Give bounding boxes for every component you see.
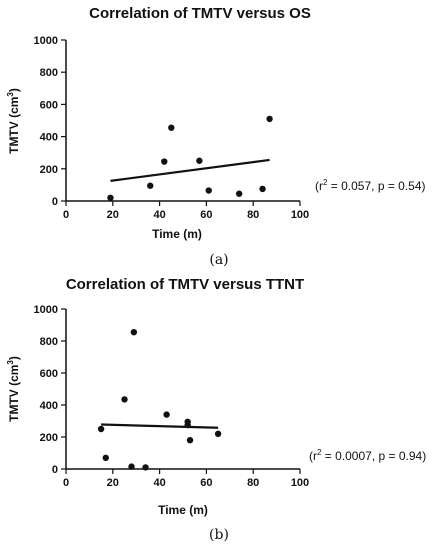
chart-b-data-point <box>186 437 194 444</box>
chart-b-data-point <box>163 411 170 418</box>
chart-b-x-tick-label: 40 <box>153 477 165 489</box>
chart-a-y-tick-label: 200 <box>40 164 58 176</box>
chart-a-fit-line <box>110 158 270 182</box>
chart-a-x-tick-label: 20 <box>107 209 119 221</box>
chart-a-data-point <box>205 187 212 194</box>
chart-b-y-tick-label: 400 <box>40 400 58 412</box>
chart-a-data-point <box>107 194 114 201</box>
chart-a-panel-label: (a) <box>209 252 228 268</box>
chart-a-data-point <box>161 158 168 165</box>
chart-a-y-tick-label: 0 <box>52 196 58 208</box>
chart-b-x-tick-label: 0 <box>63 477 69 489</box>
chart-b-data-point <box>128 463 135 470</box>
chart-b-x-tick-label: 80 <box>247 477 259 489</box>
chart-a-data-point <box>235 190 243 197</box>
chart-a-regression-line <box>110 158 270 182</box>
chart-a-x-tick-label: 80 <box>247 209 259 221</box>
chart-b-y-tick-label: 800 <box>40 336 58 348</box>
chart-a-y-tick-label: 1000 <box>34 35 58 47</box>
chart-b-x-tick-label: 20 <box>107 477 119 489</box>
chart-a-x-tick-label: 60 <box>200 209 212 221</box>
chart-a-data-point <box>259 185 266 193</box>
chart-a-data-point <box>196 157 203 164</box>
chart-b-panel-label: (b) <box>209 527 229 543</box>
chart-a-y-tick-label: 400 <box>40 132 58 144</box>
chart-b-x-tick-label: 60 <box>200 477 212 489</box>
chart-b: Correlation of TMTV versus TTNT 0 20 40 60 8… <box>6 276 426 543</box>
chart-a-x-tick-label: 0 <box>63 209 69 221</box>
chart-a: Correlation of TMTV versus OS 0 20 40 60 80 1… <box>6 5 426 268</box>
chart-b-y-axis-label: TMTV (cm3) <box>6 356 21 422</box>
chart-a-points <box>107 115 273 201</box>
chart-b-data-point <box>97 425 105 433</box>
chart-b-data-point <box>142 464 149 471</box>
chart-a-y-tick-label: 600 <box>40 99 58 111</box>
chart-a-data-point <box>147 182 154 189</box>
chart-b-axes <box>65 309 300 470</box>
chart-a-y-axis-label: TMTV (cm3) <box>6 88 21 154</box>
chart-b-regression-line <box>101 423 219 429</box>
chart-b-data-point <box>184 421 191 429</box>
chart-b-data-point <box>102 454 109 461</box>
chart-b-data-point <box>121 396 128 403</box>
chart-a-stat-annotation: (r2 = 0.057, p = 0.54) <box>315 178 426 193</box>
chart-b-fit-line <box>101 423 219 429</box>
chart-a-axes <box>65 40 300 202</box>
chart-b-y-tick-label: 1000 <box>34 304 58 316</box>
chart-b-x-axis-label: Time (m) <box>158 503 208 517</box>
chart-b-points <box>97 329 222 471</box>
chart-b-x-tick-label: 100 <box>291 477 309 489</box>
chart-a-x-tick-label: 40 <box>153 209 165 221</box>
chart-a-y-tick-label: 800 <box>40 67 58 79</box>
chart-b-stat-annotation: (r2 = 0.0007, p = 0.94) <box>309 448 426 463</box>
chart-b-data-point <box>214 430 222 437</box>
chart-b-y-tick-label: 0 <box>52 464 58 476</box>
chart-b-title: Correlation of TMTV versus TTNT <box>66 276 304 293</box>
chart-b-y-tick-label: 600 <box>40 368 58 380</box>
chart-a-x-axis-label: Time (m) <box>152 227 202 241</box>
chart-a-data-point <box>266 115 273 123</box>
chart-a-data-point <box>168 124 175 131</box>
chart-a-title: Correlation of TMTV versus OS <box>89 5 311 22</box>
chart-a-x-tick-label: 100 <box>291 209 309 221</box>
chart-b-y-tick-label: 200 <box>40 432 58 444</box>
chart-b-data-point <box>130 329 138 336</box>
